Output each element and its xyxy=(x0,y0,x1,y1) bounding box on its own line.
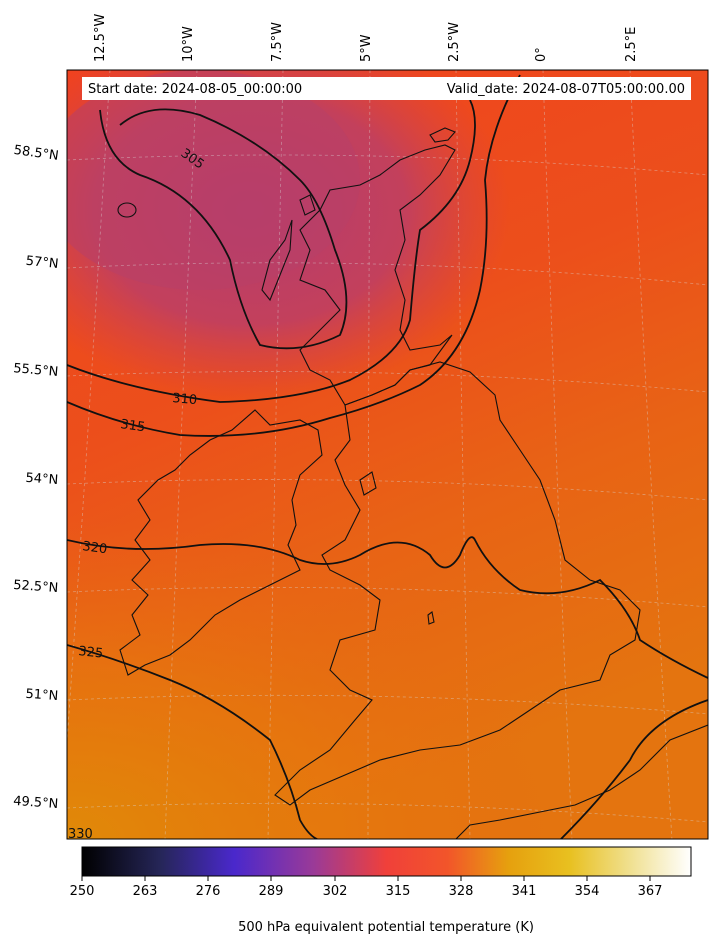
colorbar xyxy=(81,846,692,877)
lat-label: 57°N xyxy=(25,254,59,272)
colorbar-tick-label: 263 xyxy=(132,884,158,899)
temperature-field: 305 310 315 320 325 330 xyxy=(67,70,708,842)
date-banner xyxy=(82,77,691,100)
graticule xyxy=(67,70,708,839)
colorbar-tick-label: 315 xyxy=(385,884,411,899)
start-date-text: Start date: 2024-08-05_00:00:00 xyxy=(88,82,302,97)
colorbar-title: 500 hPa equivalent potential temperature… xyxy=(238,920,534,935)
colorbar-tick-label: 302 xyxy=(322,884,348,899)
lon-label: 0° xyxy=(534,47,549,62)
lon-label: 5°W xyxy=(359,34,374,62)
lon-label: 2.5°W xyxy=(447,22,462,62)
lon-label: 7.5°W xyxy=(270,22,285,62)
lat-label: 51°N xyxy=(25,687,59,704)
contour-label-320: 320 xyxy=(81,539,108,557)
lat-label: 55.5°N xyxy=(13,361,59,380)
contour-label-330: 330 xyxy=(68,827,93,842)
colorbar-tick-label: 276 xyxy=(195,884,221,899)
contour-label-315: 315 xyxy=(119,417,146,435)
contour-label-325: 325 xyxy=(78,644,104,662)
colorbar-tick-marks xyxy=(81,876,651,881)
lon-label: 2.5°E xyxy=(624,27,639,62)
colorbar-tick-label: 354 xyxy=(574,884,600,899)
colorbar-tick-label: 289 xyxy=(258,884,284,899)
colorbar-tick-label: 328 xyxy=(448,884,474,899)
plot-frame xyxy=(66,69,709,840)
coastlines xyxy=(117,127,708,839)
contour-lines xyxy=(67,74,708,839)
lat-label: 49.5°N xyxy=(13,794,59,812)
valid-date-text: Valid_date: 2024-08-07T05:00:00.00 xyxy=(447,82,685,97)
lat-label: 52.5°N xyxy=(13,578,59,596)
longitude-labels: 12.5°W 10°W 7.5°W 5°W 2.5°W 0° 2.5°E xyxy=(93,14,639,62)
lat-label: 58.5°N xyxy=(13,143,60,164)
lon-label: 10°W xyxy=(181,26,196,62)
colorbar-tick-label: 341 xyxy=(511,884,537,899)
contour-label-310: 310 xyxy=(172,391,198,408)
latitude-labels: 58.5°N 57°N 55.5°N 54°N 52.5°N 51°N 49.5… xyxy=(13,143,60,812)
lon-label: 12.5°W xyxy=(93,14,108,62)
colorbar-tick-label: 250 xyxy=(69,884,95,899)
colorbar-tick-label: 367 xyxy=(637,884,663,899)
lat-label: 54°N xyxy=(25,471,59,488)
